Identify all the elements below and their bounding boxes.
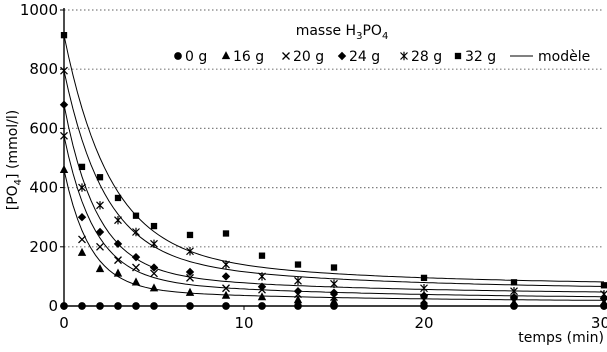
legend-label: 16 g [233, 49, 264, 65]
data-point-square [187, 232, 193, 238]
legend-marker-x [283, 53, 290, 60]
legend-model-label: modèle [538, 49, 590, 65]
model-curve [64, 71, 604, 287]
legend: 0 g 16 g 20 g 24 g 28 g 32 g modèle [174, 49, 590, 65]
data-point-square [259, 253, 265, 259]
legend-label: 32 g [465, 49, 496, 65]
data-point-square [601, 282, 607, 288]
data-point-asterisk [187, 247, 194, 255]
data-point-asterisk [295, 277, 302, 285]
data-point-x [97, 243, 104, 250]
x-axis-title: temps (min) [518, 330, 604, 346]
data-point-triangle [186, 288, 194, 296]
legend-label: 0 g [185, 49, 207, 65]
y-tick-label: 400 [29, 179, 58, 197]
y-tick-label: 1000 [20, 1, 58, 19]
x-tick-label: 10 [234, 314, 253, 332]
y-tick-label: 200 [29, 238, 58, 256]
data-point-asterisk [115, 216, 122, 224]
data-point-x [79, 236, 86, 243]
data-point-triangle [150, 283, 158, 291]
y-axis-title-main: [PO [5, 185, 21, 210]
data-point-square [151, 223, 157, 229]
legend-title: masse H3PO4 [296, 23, 389, 42]
y-axis-title: [PO4] (mmol/l) [5, 110, 24, 211]
data-point-asterisk [151, 240, 158, 248]
data-point-diamond [330, 288, 338, 296]
legend-marker-asterisk [401, 52, 408, 60]
data-point-square [331, 264, 337, 270]
legend-label: 20 g [293, 49, 324, 65]
data-point-asterisk [421, 284, 428, 292]
legend-marker-triangle [222, 51, 230, 59]
data-point-triangle [96, 264, 104, 272]
data-point-square [295, 261, 301, 267]
data-point-asterisk [259, 272, 266, 280]
data-point-asterisk [223, 260, 230, 268]
y-axis-title-end: ] (mmol/l) [5, 110, 21, 179]
legend-title-main: masse H [296, 23, 356, 39]
data-point-asterisk [331, 280, 338, 288]
data-point-triangle [78, 248, 86, 256]
model-curve [64, 105, 604, 292]
data-point-asterisk [97, 201, 104, 209]
data-point-square [133, 213, 139, 219]
model-curve [64, 136, 604, 297]
data-points [60, 32, 607, 310]
legend-title-sub2: 4 [382, 31, 388, 42]
legend-label: 24 g [349, 49, 380, 65]
data-point-diamond [96, 228, 104, 236]
legend-marker-square [455, 53, 461, 59]
model-curve [64, 35, 604, 282]
data-point-square [223, 230, 229, 236]
y-tick-label: 800 [29, 60, 58, 78]
data-point-square [115, 195, 121, 201]
x-tick-label: 20 [414, 314, 433, 332]
data-point-square [421, 275, 427, 281]
data-point-triangle [132, 277, 140, 285]
legend-marker-diamond [338, 52, 346, 60]
legend-title-mid: PO [362, 23, 381, 39]
data-point-square [79, 164, 85, 170]
x-tick-label: 0 [59, 314, 69, 332]
legend-marker-circle [174, 52, 182, 60]
data-point-square [511, 279, 517, 285]
data-point-diamond [294, 287, 302, 295]
y-tick-label: 0 [48, 297, 58, 315]
data-point-square [97, 174, 103, 180]
data-point-diamond [222, 272, 230, 280]
legend-label: 28 g [411, 49, 442, 65]
model-curves [64, 35, 604, 300]
axes [64, 8, 604, 306]
y-tick-label: 600 [29, 119, 58, 137]
data-point-x [133, 264, 140, 271]
data-point-triangle [114, 269, 122, 277]
data-point-diamond [78, 213, 86, 221]
